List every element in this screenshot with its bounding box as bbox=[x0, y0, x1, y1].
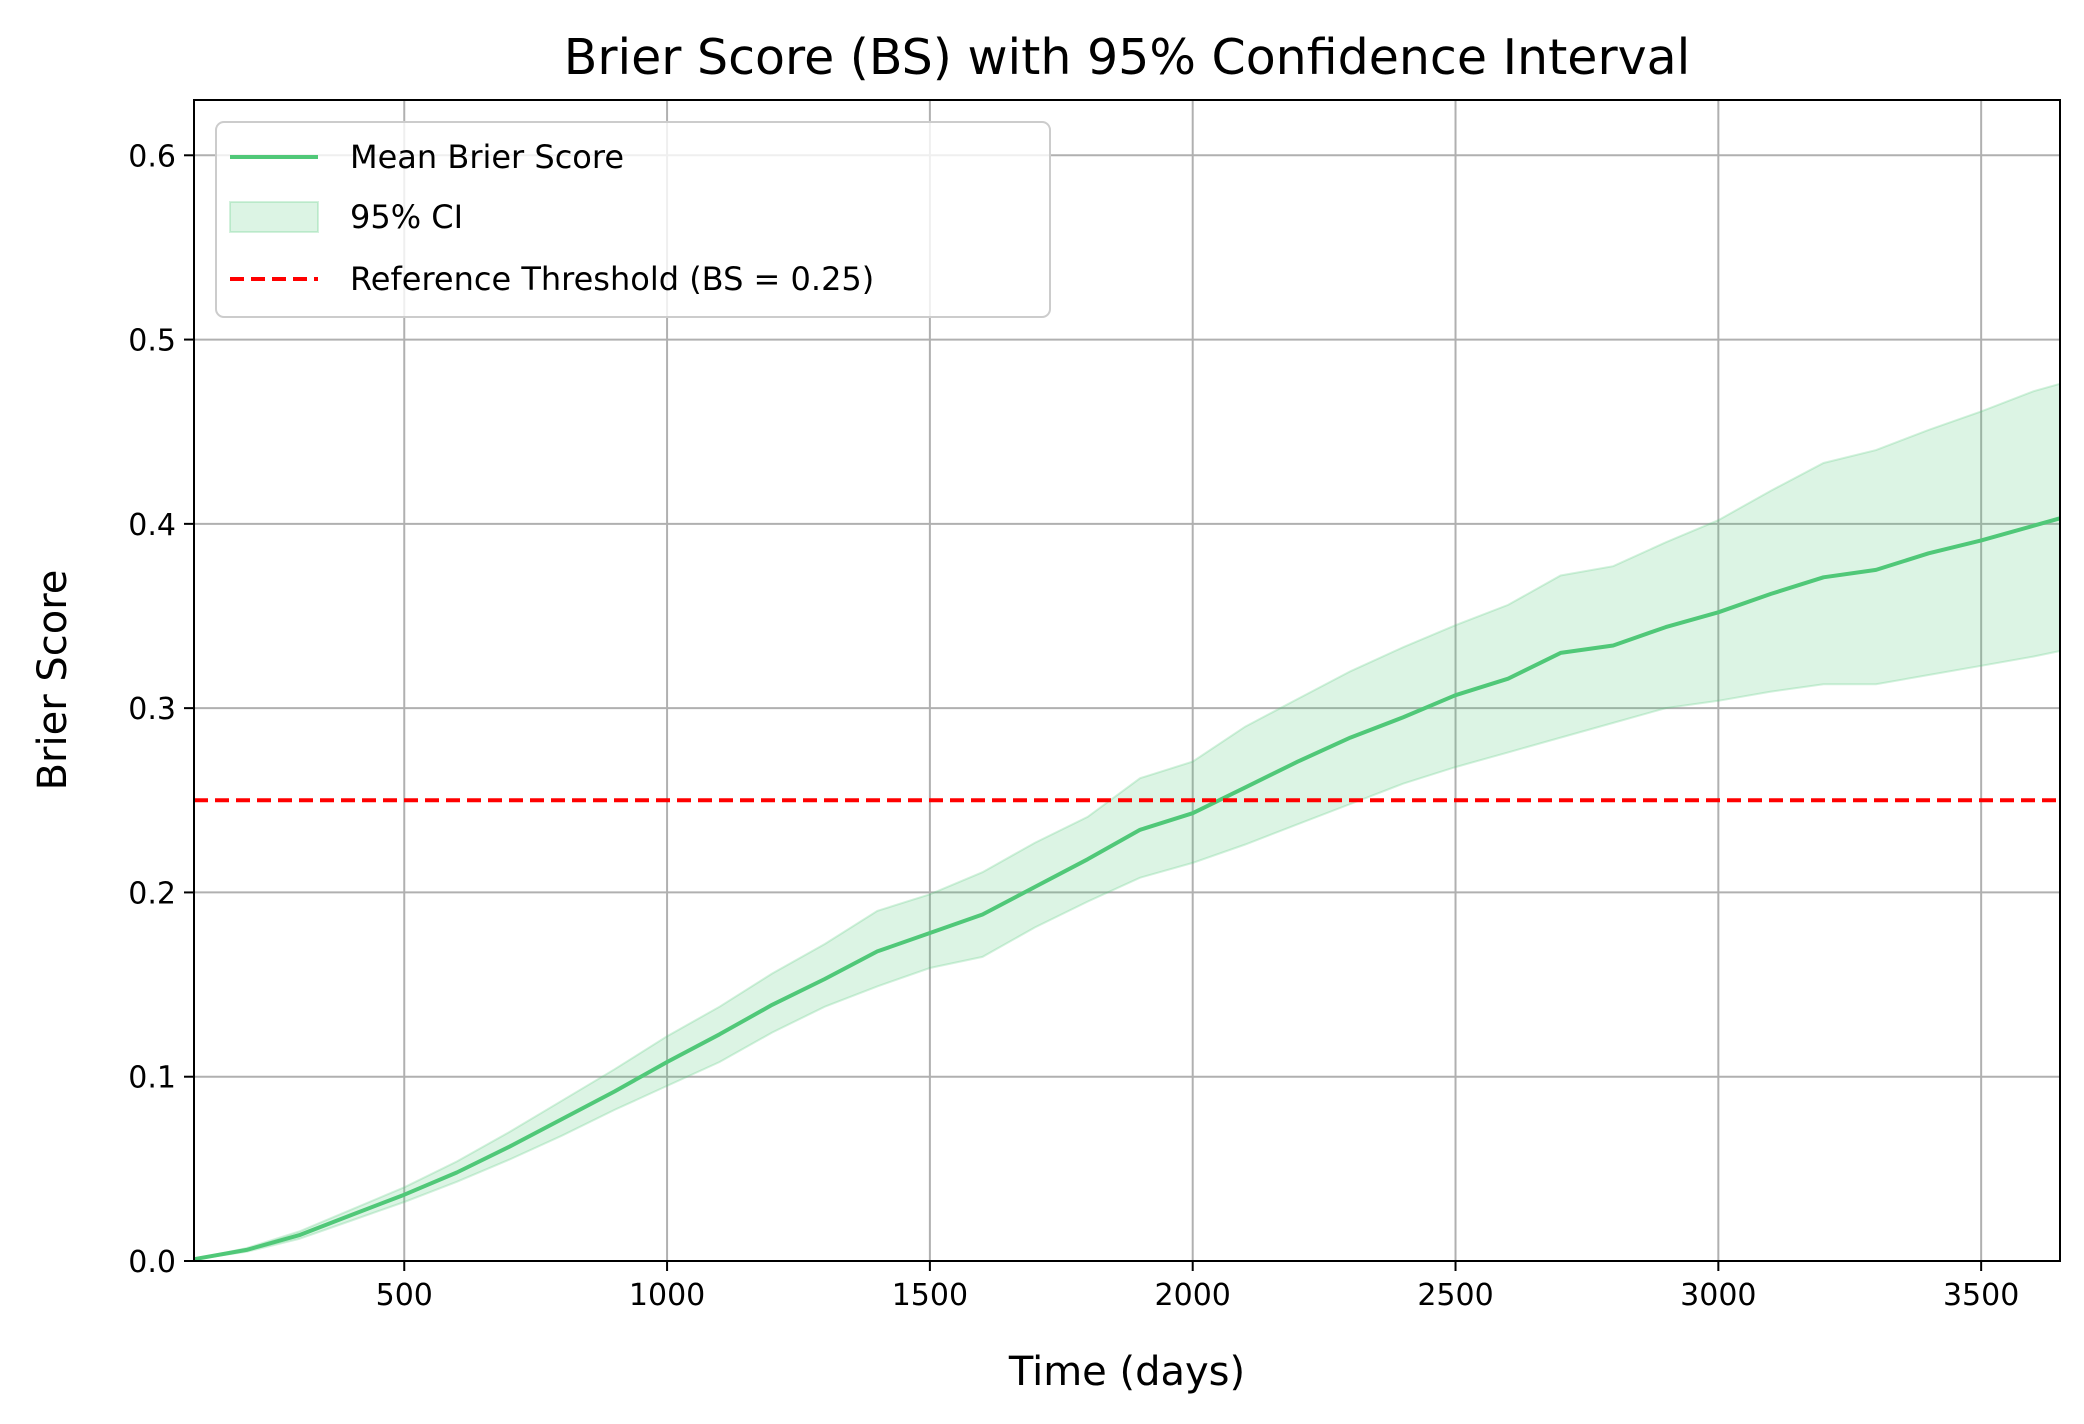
x-tick-label-2: 1500 bbox=[892, 1278, 968, 1313]
x-tick-label-3: 2000 bbox=[1155, 1278, 1231, 1313]
y-tick-label-5: 0.5 bbox=[128, 324, 176, 359]
legend-box bbox=[215, 121, 1051, 318]
plot-frame bbox=[193, 99, 2061, 1262]
legend-label-ci: 95% CI bbox=[350, 198, 463, 236]
y-tick-label-0: 0.0 bbox=[128, 1245, 176, 1280]
y-tick-label-1: 0.1 bbox=[128, 1061, 176, 1096]
x-axis-ticks: 500 1000 1500 2000 2500 3000 3500 bbox=[376, 1261, 2019, 1313]
y-tick-label-2: 0.2 bbox=[128, 876, 176, 911]
legend-label-reference: Reference Threshold (BS = 0.25) bbox=[350, 260, 874, 298]
series-line-layer bbox=[193, 516, 2061, 1262]
x-tick-label-6: 3500 bbox=[1943, 1278, 2019, 1313]
y-axis-title: Brier Score bbox=[30, 570, 76, 791]
legend: Mean Brier Score 95% CI Reference Thresh… bbox=[215, 121, 1051, 318]
x-tick-label-0: 500 bbox=[376, 1278, 433, 1313]
x-tick-label-1: 1000 bbox=[629, 1278, 705, 1313]
y-tick-label-6: 0.6 bbox=[128, 139, 176, 174]
y-tick-label-3: 0.3 bbox=[128, 692, 176, 727]
x-tick-label-5: 3000 bbox=[1680, 1278, 1756, 1313]
legend-label-mean: Mean Brier Score bbox=[350, 138, 624, 176]
chart-title: Brier Score (BS) with 95% Confidence Int… bbox=[564, 29, 1690, 86]
x-tick-label-4: 2500 bbox=[1417, 1278, 1493, 1313]
y-tick-label-4: 0.4 bbox=[128, 508, 176, 543]
x-axis-title: Time (days) bbox=[1008, 1349, 1245, 1395]
mean-brier-score-line bbox=[193, 516, 2061, 1262]
y-axis-ticks: 0.0 0.1 0.2 0.3 0.4 0.5 0.6 bbox=[128, 139, 194, 1280]
legend-swatch-ci bbox=[229, 201, 319, 233]
